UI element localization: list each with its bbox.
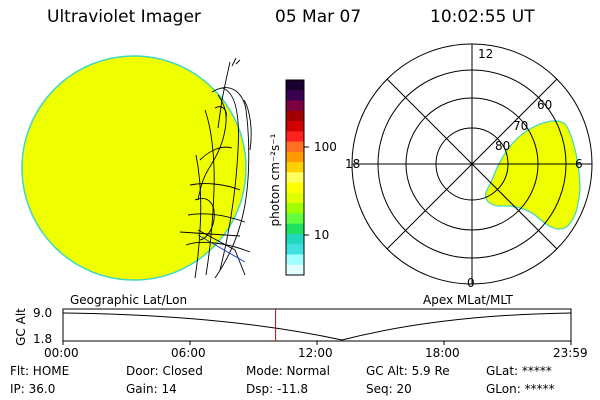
geographic-label: Geographic Lat/Lon xyxy=(70,293,188,307)
status-flt: Flt: HOME xyxy=(10,364,70,378)
colorbar-swatch xyxy=(286,90,304,102)
status-seq: Seq: 20 xyxy=(366,382,412,396)
status-glon: GLon: ***** xyxy=(486,382,555,396)
time-tick-3: 18:00 xyxy=(425,346,460,360)
mlt-label-6: 6 xyxy=(575,157,583,171)
colorbar-tick-100: 100 xyxy=(314,140,337,154)
colorbar-swatch xyxy=(286,151,304,163)
colorbar xyxy=(285,79,309,276)
apex-label: Apex MLat/MLT xyxy=(423,293,513,307)
alt-tick-lo: 1.8 xyxy=(33,332,53,346)
mlat-label-80: 80 xyxy=(495,139,511,153)
gc-alt-axis-label: GC Alt xyxy=(14,308,28,346)
earth-disk xyxy=(21,55,247,281)
colorbar-swatch xyxy=(286,80,304,91)
colorbar-swatch xyxy=(286,203,304,214)
colorbar-swatch xyxy=(286,254,304,266)
time-label: 10:02:55 UT xyxy=(430,7,535,27)
time-tick-4: 23:59 xyxy=(553,346,588,360)
mlt-label-12: 12 xyxy=(478,47,494,61)
geographic-image xyxy=(21,55,252,281)
status-mode: Mode: Normal xyxy=(246,364,330,378)
colorbar-swatch xyxy=(286,264,304,276)
altitude-curve xyxy=(62,312,572,341)
time-tick-1: 06:00 xyxy=(171,346,206,360)
status-dsp: Dsp: -11.8 xyxy=(246,382,309,396)
status-door: Door: Closed xyxy=(126,364,203,378)
colorbar-swatch xyxy=(286,121,304,132)
alt-tick-hi: 9.0 xyxy=(33,306,53,320)
time-tick-0: 00:00 xyxy=(44,346,79,360)
mlt-label-18: 18 xyxy=(345,157,361,171)
colorbar-swatch xyxy=(286,100,304,112)
sun-direction-line xyxy=(197,234,246,263)
colorbar-tick-10: 10 xyxy=(314,228,330,242)
mlt-line-diag2 xyxy=(386,78,558,250)
colorbar-swatch xyxy=(286,141,304,153)
colorbar-swatch xyxy=(286,182,304,194)
status-glat: GLat: ***** xyxy=(486,364,552,378)
status-gain: Gain: 14 xyxy=(126,382,177,396)
polar-plot xyxy=(351,43,593,285)
colorbar-swatch xyxy=(286,110,304,122)
colorbar-swatch xyxy=(286,233,304,245)
date-label: 05 Mar 07 xyxy=(275,7,362,27)
colorbar-unit-label: photon cm⁻²s⁻¹ xyxy=(268,133,282,227)
coastline-grid-overlay xyxy=(179,57,252,279)
altitude-plot-frame xyxy=(62,308,572,342)
mlt-label-0: 0 xyxy=(467,276,475,290)
status-ip: IP: 36.0 xyxy=(10,382,56,396)
colorbar-swatch xyxy=(286,223,304,235)
colorbar-swatch xyxy=(286,172,304,184)
altitude-plot xyxy=(62,308,572,345)
colorbar-swatch xyxy=(286,131,304,143)
mlat-label-60: 60 xyxy=(537,98,553,112)
instrument-title: Ultraviolet Imager xyxy=(47,7,201,27)
colorbar-swatch xyxy=(286,244,304,255)
mlat-label-70: 70 xyxy=(513,119,529,133)
colorbar-swatch xyxy=(286,213,304,225)
time-tick-2: 12:00 xyxy=(298,346,333,360)
colorbar-swatch xyxy=(286,162,304,173)
colorbar-frame xyxy=(285,79,305,276)
colorbar-swatch xyxy=(286,192,304,204)
status-gc-alt: GC Alt: 5.9 Re xyxy=(366,364,450,378)
auroral-oval xyxy=(485,120,581,230)
